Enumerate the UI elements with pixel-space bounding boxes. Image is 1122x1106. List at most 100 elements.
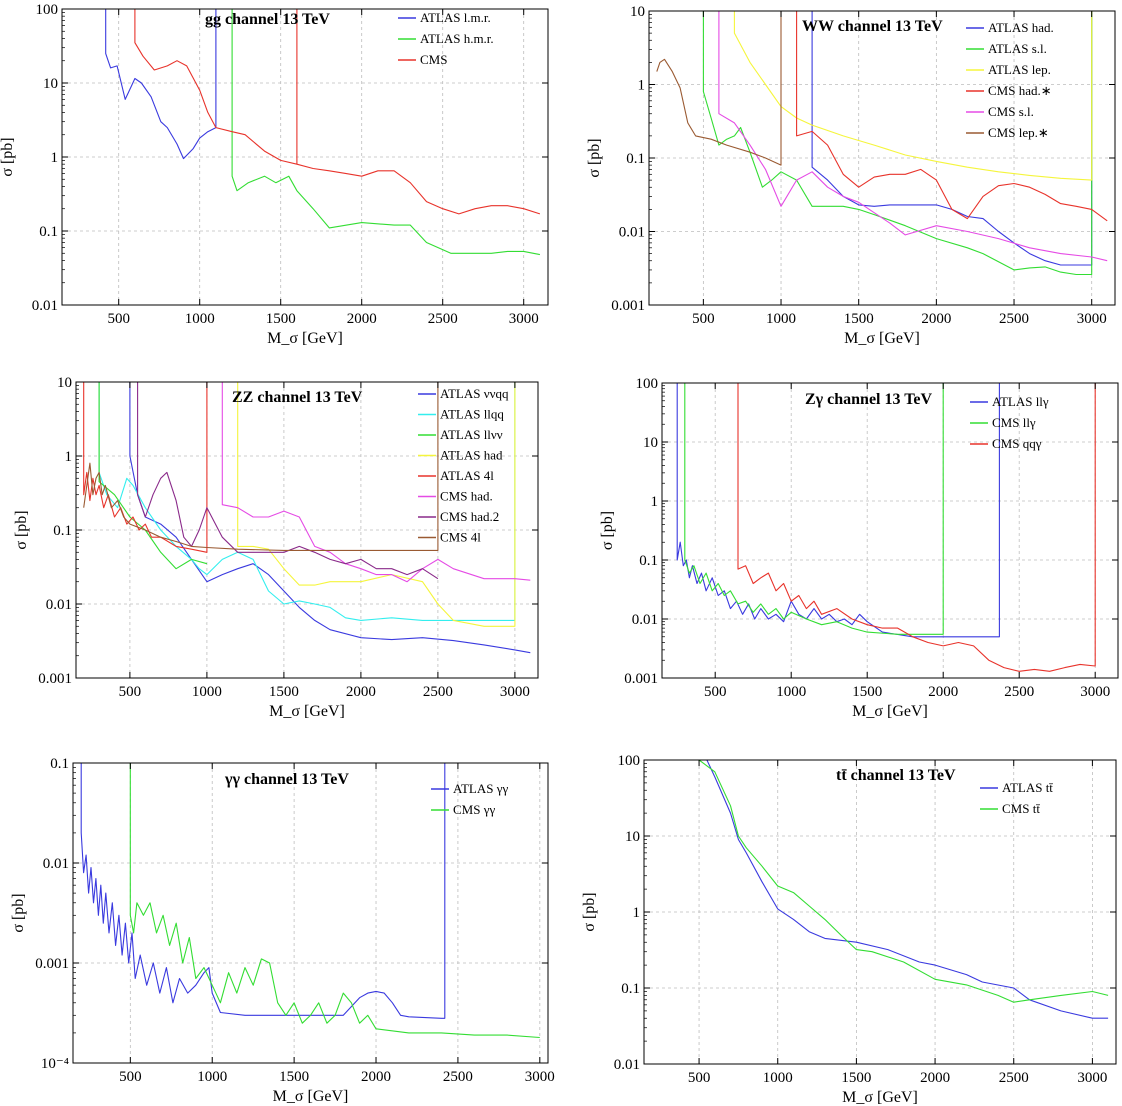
- x-tick-label: 1000: [776, 684, 806, 700]
- chart-title: Zγ channel 13 TeV: [805, 391, 933, 408]
- x-tick-label: 3000: [509, 311, 539, 327]
- series-group: [656, 11, 1108, 276]
- x-tick-label: 1500: [269, 684, 299, 700]
- chart-title: tt̄ channel 13 TeV: [836, 767, 956, 784]
- series-line-cms-s-l: [718, 11, 1108, 262]
- x-tick-label: 1000: [192, 684, 222, 700]
- y-tick-label: 1: [638, 78, 646, 94]
- x-tick-label: 1500: [852, 684, 882, 700]
- legend-label-atlas-had: ATLAS had: [440, 448, 503, 463]
- y-axis-title: σ [pb]: [10, 893, 27, 932]
- x-tick-label: 2500: [428, 311, 458, 327]
- series-line-atlas-llqq: [98, 382, 516, 621]
- series-line-atlas-lep: [733, 11, 1093, 181]
- series-line-cms-lep: [656, 11, 782, 166]
- y-tick-label: 1: [51, 150, 59, 166]
- y-tick-label: 100: [636, 376, 659, 392]
- x-axis-title: M_σ [GeV]: [852, 703, 928, 720]
- chart-5: 500 1000 1500 2000 2500 3000 10⁻⁴ 0.001 0.01 0.1 M…: [10, 756, 555, 1105]
- y-tick-label: 0.01: [619, 225, 645, 241]
- series-line-cms-had: [796, 11, 1108, 222]
- y-tick-label: 1: [633, 905, 641, 921]
- chart-6: 500 1000 1500 2000 2500 3000 0.01 0.1 1 10 100 M_σ …: [581, 753, 1117, 1106]
- y-tick-label: 0.001: [624, 671, 658, 687]
- y-tick-label: 10: [643, 435, 658, 451]
- series-line-atlas-l-m-r: [105, 9, 217, 160]
- legend-label-atlas-tt: ATLAS tt̄: [1002, 780, 1053, 795]
- y-tick-label: 0.1: [53, 523, 72, 539]
- legend-label-atlas-llqq: ATLAS llqq: [440, 407, 504, 422]
- series-line-atlas-4l: [83, 382, 208, 553]
- series-group: [83, 382, 531, 654]
- series-line-cms: [134, 9, 541, 215]
- legend-label-atlas-ll: ATLAS llνν: [440, 427, 503, 442]
- y-axis-title: σ [pb]: [13, 510, 30, 549]
- series-line-cms-tt: [698, 760, 1109, 1003]
- y-axis-title: σ [pb]: [581, 892, 598, 931]
- y-tick-label: 0.1: [621, 981, 640, 997]
- x-tick-label: 2500: [1004, 684, 1034, 700]
- chart-4: 500 1000 1500 2000 2500 3000 0.001 0.01 0.1 1 10 10…: [599, 376, 1119, 720]
- x-tick-label: 3000: [1077, 1070, 1107, 1086]
- x-tick-label: 2000: [347, 311, 377, 327]
- chart-title: WW channel 13 TeV: [802, 18, 943, 35]
- legend: ATLAS tt̄ CMS tt̄: [980, 780, 1053, 816]
- y-tick-label: 0.1: [626, 151, 645, 167]
- series-group: [676, 383, 1096, 672]
- x-tick-label: 2000: [361, 1069, 391, 1085]
- y-axis-title: σ [pb]: [599, 511, 616, 550]
- x-tick-label: 1000: [763, 1070, 793, 1086]
- legend-label-atlas-qq: ATLAS ννqq: [440, 386, 509, 401]
- series-line-cms: [129, 763, 540, 1039]
- legend-label-atlas-4l: ATLAS 4l: [440, 468, 494, 483]
- x-tick-label: 1500: [266, 311, 296, 327]
- y-axis-title: σ [pb]: [0, 137, 16, 176]
- x-tick-label: 500: [704, 684, 727, 700]
- legend-label-atlas-had: ATLAS had.: [988, 20, 1054, 35]
- series-line-atlas: [80, 763, 446, 1019]
- x-axis-title: M_σ [GeV]: [267, 330, 343, 347]
- series-line-atlas-had: [237, 382, 516, 627]
- y-tick-label: 1: [651, 494, 659, 510]
- series-group: [80, 763, 540, 1039]
- series-group: [105, 9, 541, 256]
- series-line-atlas-tt: [706, 760, 1109, 1019]
- y-axis-title: σ [pb]: [586, 138, 603, 177]
- y-tick-label: 0.01: [43, 856, 69, 872]
- legend-label-cms-tt: CMS tt̄: [1002, 801, 1040, 816]
- legend: ATLAS had. ATLAS s.l. ATLAS lep. CMS had.∗ C…: [966, 20, 1054, 140]
- chart-title: γγ channel 13 TeV: [224, 771, 349, 788]
- series-line-cms-ll: [684, 383, 944, 635]
- legend-label-cms: CMS: [420, 52, 447, 67]
- y-tick-label: 0.1: [50, 756, 69, 772]
- legend: ATLAS ννqq ATLAS llqq ATLAS llνν ATLAS had A…: [418, 386, 509, 545]
- x-tick-label: 1500: [844, 311, 874, 327]
- x-tick-label: 2500: [999, 1070, 1029, 1086]
- plot-frame: [661, 382, 1119, 679]
- x-tick-label: 3000: [500, 684, 530, 700]
- legend-label-atlas-l-m-r: ATLAS l.m.r.: [420, 10, 491, 25]
- x-tick-label: 500: [107, 311, 130, 327]
- y-tick-label: 0.01: [632, 612, 658, 628]
- series-group: [698, 760, 1109, 1019]
- series-line-cms-had: [221, 382, 531, 583]
- legend: ATLAS γγ CMS γγ: [431, 781, 508, 817]
- series-line-atlas-s-l: [702, 11, 1093, 276]
- legend-label-atlas-lep: ATLAS lep.: [988, 62, 1051, 77]
- y-tick-label: 0.001: [35, 956, 69, 972]
- x-tick-label: 1000: [185, 311, 215, 327]
- x-axis-title: M_σ [GeV]: [269, 703, 345, 720]
- x-tick-label: 2000: [928, 684, 958, 700]
- chart-title: ZZ channel 13 TeV: [232, 389, 363, 406]
- legend-label-cms-lep: CMS lep.∗: [988, 125, 1049, 140]
- series-line-cms-4l: [83, 382, 439, 551]
- legend-label-cms-s-l: CMS s.l.: [988, 104, 1034, 119]
- x-tick-label: 1000: [197, 1069, 227, 1085]
- series-line-atlas-had: [811, 11, 1093, 266]
- x-axis-title: M_σ [GeV]: [842, 1089, 918, 1106]
- series-line-atlas-ll: [98, 382, 208, 570]
- y-tick-label: 100: [36, 2, 59, 18]
- y-tick-label: 0.1: [639, 553, 658, 569]
- legend-label-cms-ll: CMS llγ: [992, 415, 1036, 430]
